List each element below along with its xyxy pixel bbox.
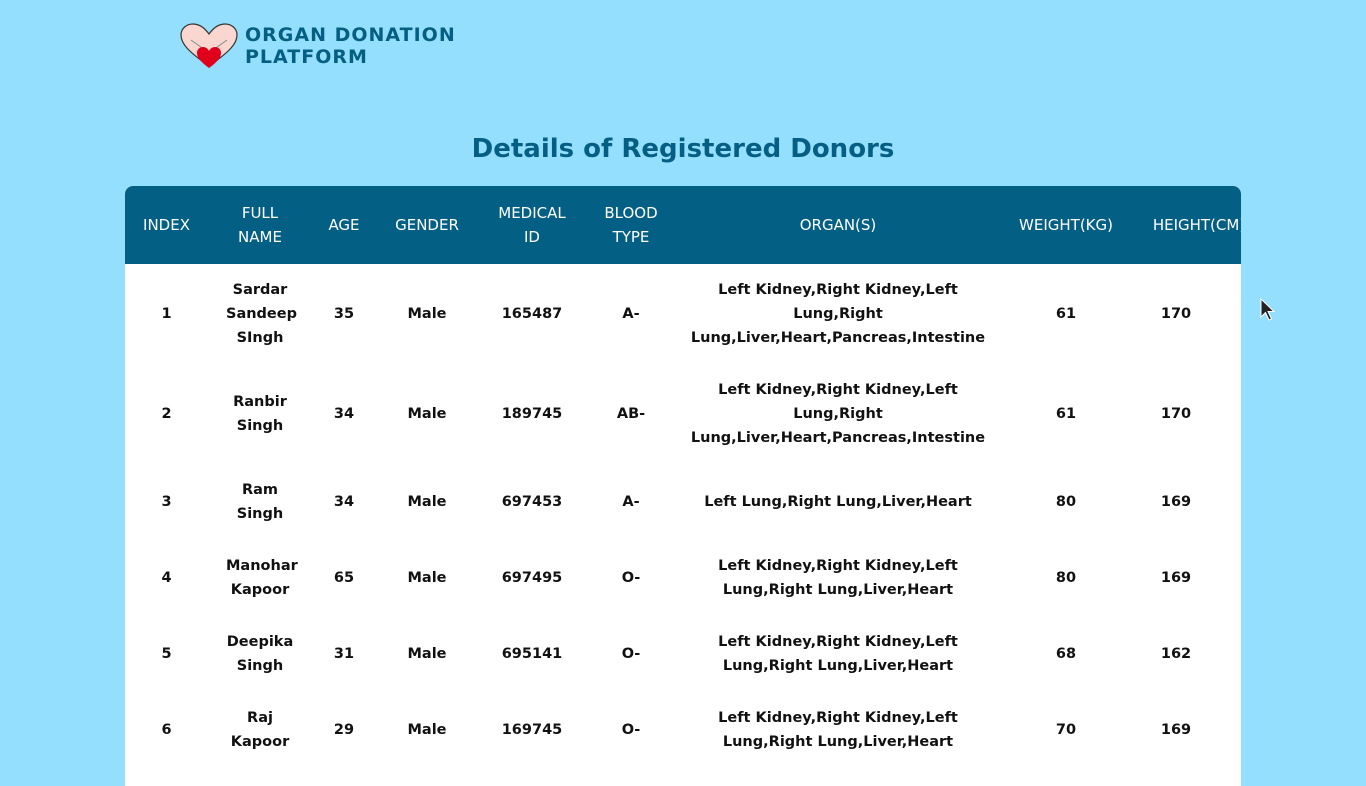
- table-cell: Deepika Singh: [226, 634, 294, 674]
- table-cell: 162: [1160, 646, 1192, 662]
- donors-table-container[interactable]: INDEX FULL NAME AGE GENDER MEDICAL ID BLOOD T…: [125, 186, 1241, 786]
- table-cell: 70: [1055, 722, 1077, 738]
- table-cell: Left Kidney,Right Kidney,Left Lung,Right…: [718, 710, 958, 750]
- table-cell: O-: [621, 722, 641, 738]
- table-cell: Raj Kapoor: [230, 710, 290, 750]
- brand-line-2: PLATFORM: [245, 46, 368, 68]
- column-header: HEIGHT(CM): [1152, 216, 1241, 234]
- column-header: INDEX: [143, 216, 190, 234]
- table-cell: 29: [333, 722, 355, 738]
- table-cell: Left Lung,Right Lung,Liver,Heart: [704, 494, 972, 510]
- table-cell: 3: [161, 494, 172, 510]
- table-cell: 35: [333, 306, 355, 322]
- table-cell: 80: [1055, 494, 1077, 510]
- table-row: 3 Ram Singh 34 Male 697453 A- Left Lung,Right …: [125, 464, 1241, 540]
- table-cell: 169: [1160, 494, 1192, 510]
- table-cell: Manohar Kapoor: [226, 558, 298, 598]
- table-cell: Ram Singh: [236, 482, 284, 522]
- table-cell: 169: [1160, 570, 1192, 586]
- column-header: ORGAN(S): [799, 216, 877, 234]
- brand-line-1: ORGAN DONATION: [245, 24, 456, 46]
- table-cell: 31: [333, 646, 355, 662]
- table-cell: 68: [1055, 646, 1077, 662]
- table-row: 6 Raj Kapoor 29 Male 169745 O- Left Kidney,Rig…: [125, 692, 1241, 768]
- heart-hands-icon: [180, 23, 238, 68]
- table-cell: 170: [1160, 406, 1192, 422]
- table-cell: 189745: [501, 406, 563, 422]
- table-cell: 695141: [501, 646, 563, 662]
- column-header: GENDER: [395, 216, 459, 234]
- column-header: WEIGHT(KG): [1019, 216, 1113, 234]
- table-cell: Male: [407, 722, 447, 738]
- table-cell: Left Kidney,Right Kidney,Left Lung,Right…: [690, 382, 986, 446]
- table-cell: 61: [1055, 306, 1077, 322]
- column-header: BLOOD TYPE: [604, 204, 658, 246]
- table-cell: 80: [1055, 570, 1077, 586]
- table-cell: Sardar Sandeep SIngh: [226, 282, 297, 346]
- table-cell: 4: [161, 570, 172, 586]
- table-cell: Male: [407, 306, 447, 322]
- table-row: 2 Ranbir Singh 34 Male 189745 AB- Left Kidney,…: [125, 364, 1241, 464]
- table-cell: 169745: [501, 722, 563, 738]
- brand-logo[interactable]: ORGAN DONATION PLATFORM: [179, 22, 456, 70]
- table-header-row: INDEX FULL NAME AGE GENDER MEDICAL ID BLOOD T…: [125, 186, 1241, 264]
- donors-table: INDEX FULL NAME AGE GENDER MEDICAL ID BLOOD T…: [125, 186, 1241, 768]
- table-cell: 65: [333, 570, 355, 586]
- table-cell: Left Kidney,Right Kidney,Left Lung,Right…: [690, 282, 986, 346]
- table-cell: 61: [1055, 406, 1077, 422]
- table-cell: 6: [161, 722, 172, 738]
- table-cell: Male: [407, 570, 447, 586]
- table-cell: Male: [407, 494, 447, 510]
- table-cell: 34: [333, 406, 355, 422]
- column-header: FULL NAME: [238, 204, 282, 246]
- table-cell: 170: [1160, 306, 1192, 322]
- table-cell: 169: [1160, 722, 1192, 738]
- table-cell: Left Kidney,Right Kidney,Left Lung,Right…: [718, 558, 958, 598]
- table-cell: Ranbir Singh: [233, 394, 287, 434]
- table-cell: O-: [621, 646, 641, 662]
- column-header: MEDICAL ID: [498, 204, 566, 246]
- table-cell: 165487: [501, 306, 563, 322]
- table-cell: Male: [407, 406, 447, 422]
- table-cell: 5: [161, 646, 172, 662]
- table-cell: O-: [621, 570, 641, 586]
- page-title: Details of Registered Donors: [471, 134, 895, 164]
- table-cell: 2: [161, 406, 172, 422]
- table-cell: 34: [333, 494, 355, 510]
- table-cell: Left Kidney,Right Kidney,Left Lung,Right…: [718, 634, 958, 674]
- table-row: 4 Manohar Kapoor 65 Male 697495 O- Left Kidney…: [125, 540, 1241, 616]
- table-cell: 697495: [501, 570, 563, 586]
- table-cell: 697453: [501, 494, 563, 510]
- mouse-cursor-icon: [1260, 297, 1276, 321]
- table-cell: A-: [622, 306, 640, 322]
- column-header: AGE: [328, 216, 360, 234]
- table-cell: Male: [407, 646, 447, 662]
- table-row: 5 Deepika Singh 31 Male 695141 O- Left Kidney,…: [125, 616, 1241, 692]
- table-cell: AB-: [616, 406, 646, 422]
- table-cell: A-: [622, 494, 640, 510]
- table-row: 1 Sardar Sandeep SIngh 35 Male 165487 A- Left …: [125, 264, 1241, 364]
- table-cell: 1: [161, 306, 172, 322]
